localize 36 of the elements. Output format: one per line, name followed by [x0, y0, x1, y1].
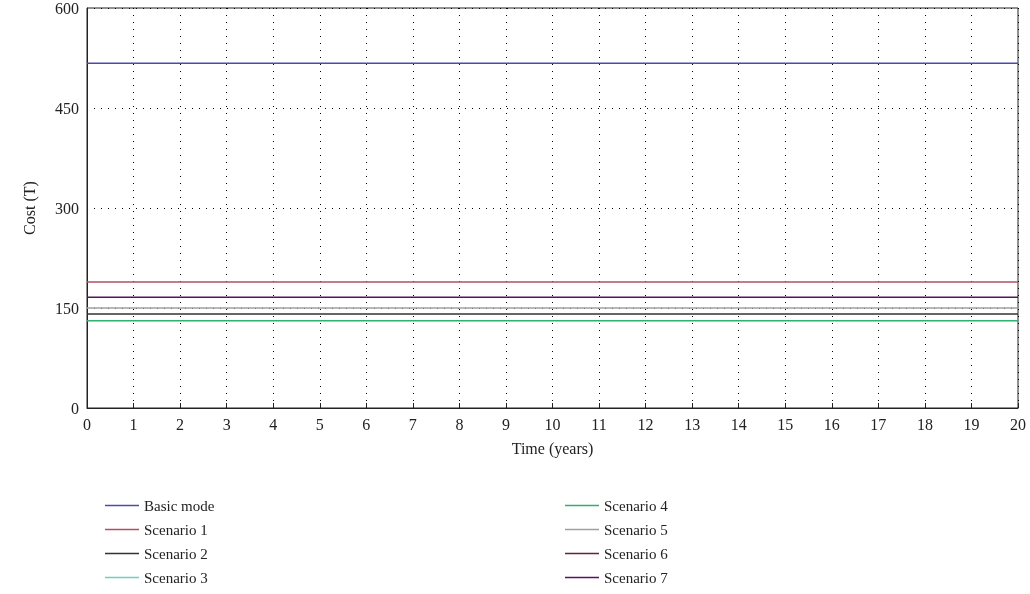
x-tick-label: 9: [501, 415, 510, 433]
x-tick-label: 5: [315, 415, 324, 433]
legend-label: Basic mode: [144, 497, 215, 514]
legend-label: Scenario 4: [604, 497, 669, 514]
legend-label: Scenario 3: [144, 569, 208, 586]
y-tick-label: 600: [55, 0, 79, 17]
y-tick-label: 300: [55, 199, 79, 217]
x-tick-label: 6: [362, 415, 371, 433]
y-tick-label: 0: [71, 399, 79, 417]
x-tick-label: 19: [963, 415, 980, 433]
legend-label: Scenario 5: [604, 521, 668, 538]
legend-label: Scenario 2: [144, 545, 208, 562]
x-tick-label: 15: [777, 415, 794, 433]
x-tick-label: 2: [176, 415, 185, 433]
x-tick-label: 10: [544, 415, 561, 433]
x-tick-label: 14: [730, 415, 747, 433]
legend-label: Scenario 7: [604, 569, 669, 586]
x-tick-label: 0: [83, 415, 91, 433]
x-tick-label: 7: [408, 415, 417, 433]
x-tick-label: 18: [916, 415, 933, 433]
x-tick-label: 11: [591, 415, 607, 433]
x-tick-label: 12: [637, 415, 654, 433]
x-tick-label: 16: [823, 415, 840, 433]
y-axis-title: Cost (T): [20, 181, 39, 235]
x-axis-title: Time (years): [511, 439, 594, 458]
x-tick-label: 1: [129, 415, 138, 433]
legend-label: Scenario 1: [144, 521, 208, 538]
y-tick-label: 450: [55, 99, 79, 117]
x-tick-label: 17: [870, 415, 887, 433]
x-tick-label: 8: [455, 415, 464, 433]
x-tick-label: 20: [1010, 415, 1026, 433]
y-tick-label: 150: [55, 299, 79, 317]
x-tick-label: 3: [222, 415, 231, 433]
x-tick-label: 4: [269, 415, 278, 433]
legend-label: Scenario 6: [604, 545, 669, 562]
x-tick-label: 13: [684, 415, 701, 433]
